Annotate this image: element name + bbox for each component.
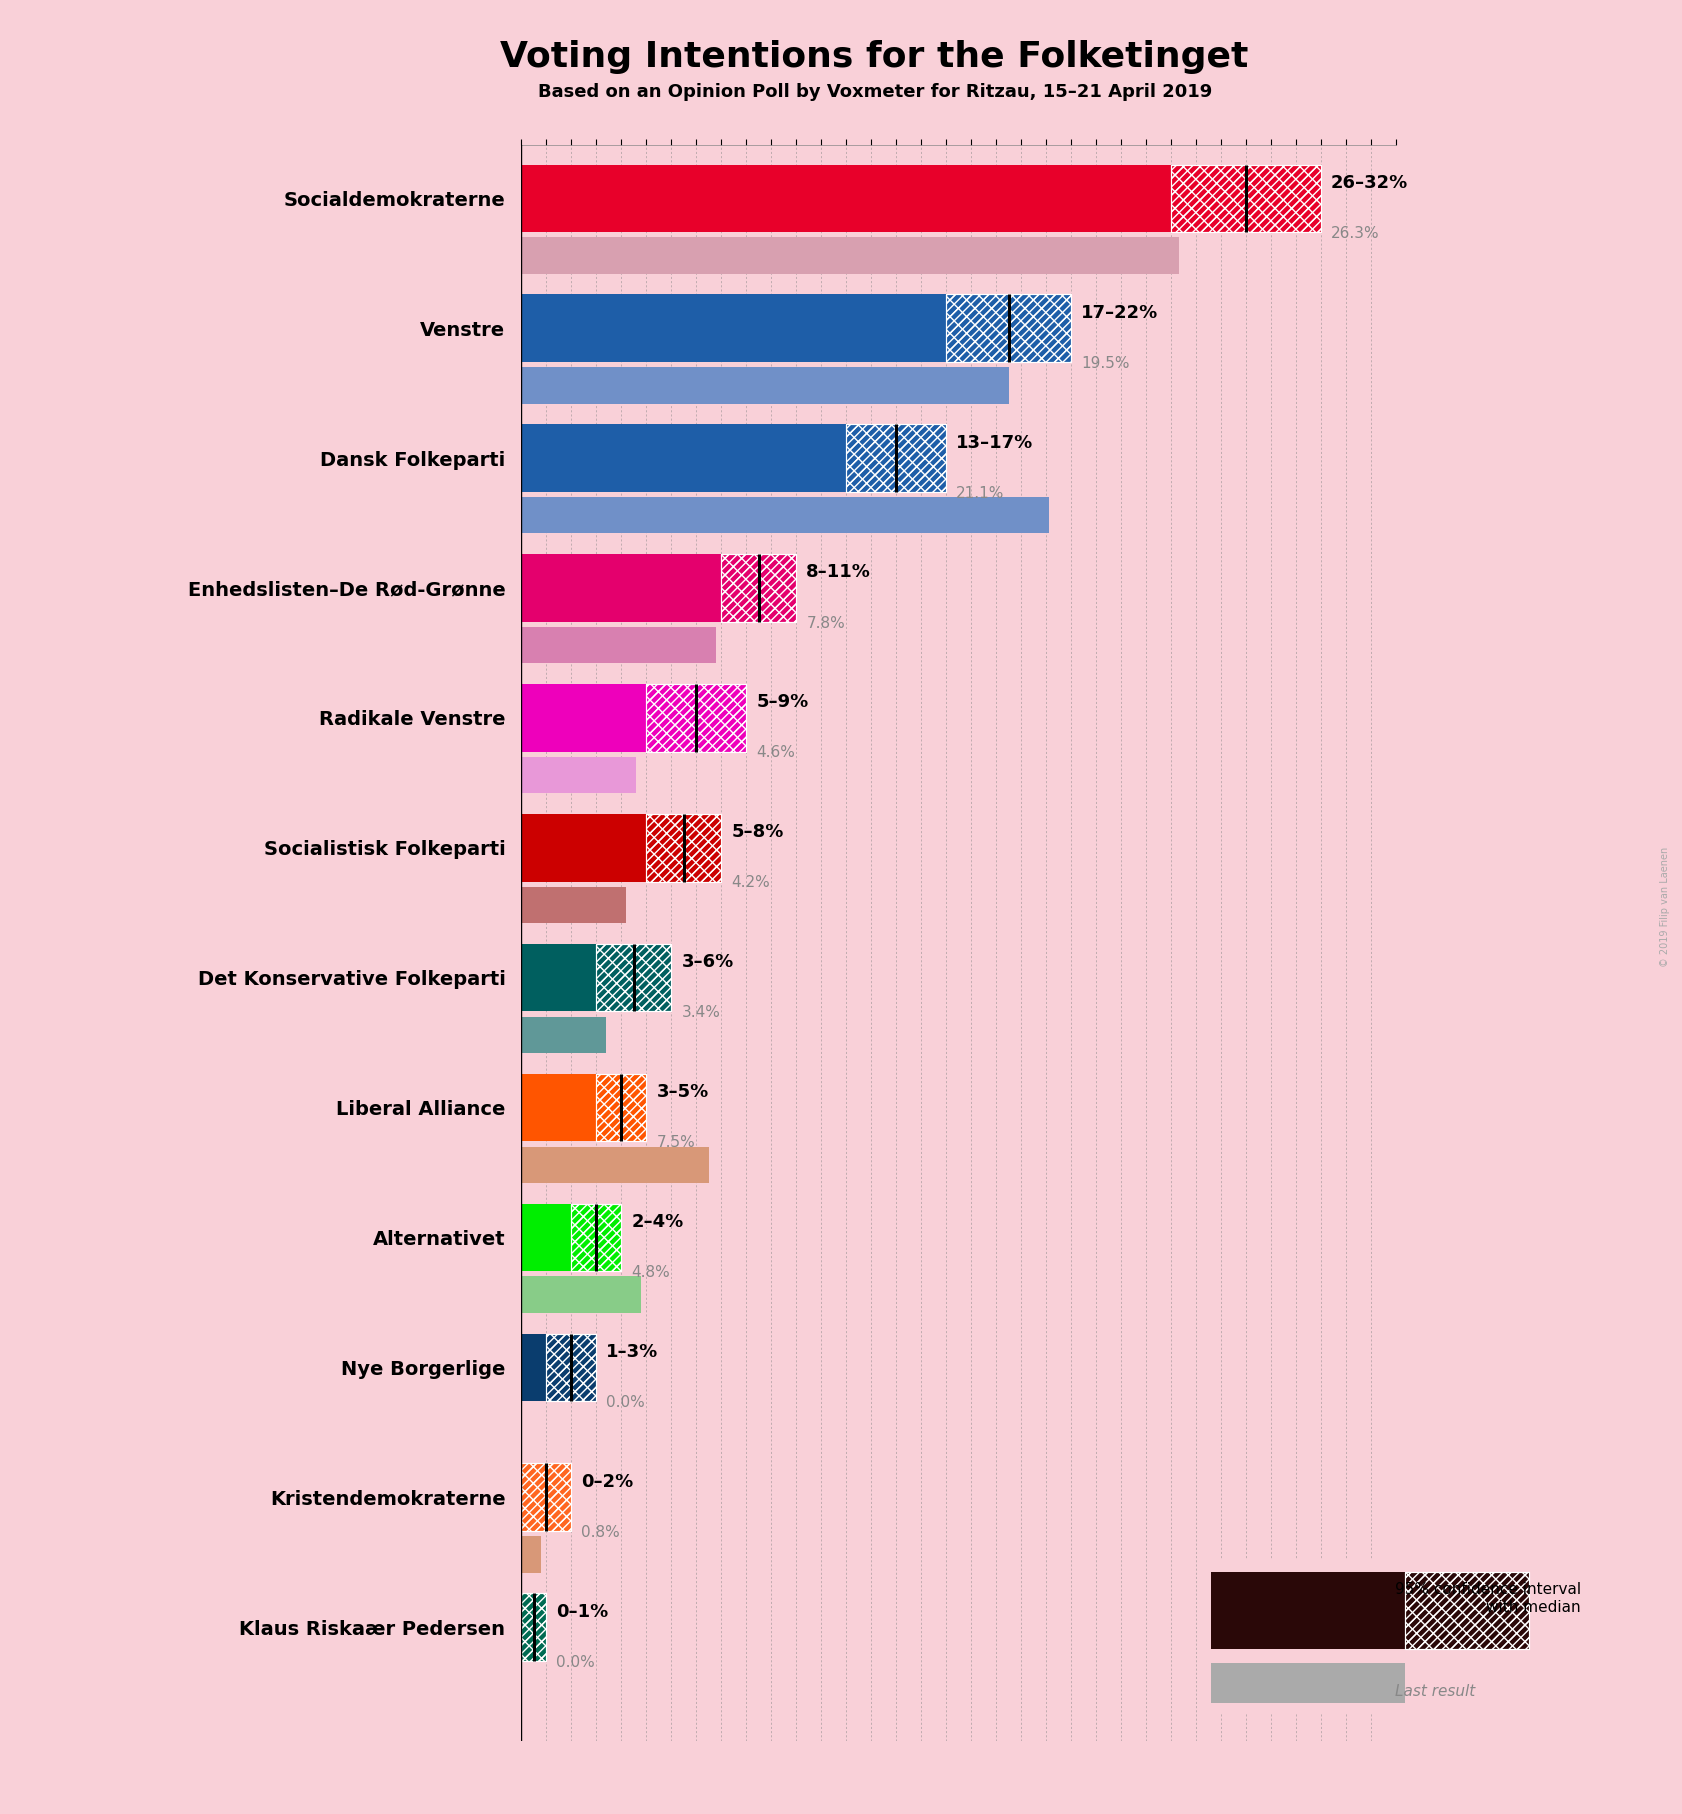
Bar [521,887,626,923]
Bar [646,684,747,751]
Text: 4.8%: 4.8% [631,1264,669,1281]
Text: 1–3%: 1–3% [607,1342,659,1360]
Bar [547,1333,597,1400]
Bar [1171,165,1320,232]
Bar [722,555,796,622]
Text: 3–5%: 3–5% [656,1083,708,1101]
Bar [521,555,722,622]
Bar [521,238,1179,274]
Text: 0.0%: 0.0% [557,1654,595,1669]
Bar [521,684,646,751]
Bar [597,1074,646,1141]
Bar [597,1074,646,1141]
Text: 0–2%: 0–2% [582,1473,634,1491]
Bar [722,555,796,622]
Bar [572,1204,621,1272]
Bar [846,424,947,492]
Bar [521,1536,542,1573]
Bar [521,366,1009,403]
Text: 5–9%: 5–9% [757,693,809,711]
Text: 8–11%: 8–11% [806,564,871,582]
Text: 4.6%: 4.6% [757,746,796,760]
Text: 3–6%: 3–6% [681,952,733,970]
Text: © 2019 Filip van Laenen: © 2019 Filip van Laenen [1660,847,1670,967]
Text: 5–8%: 5–8% [732,824,784,842]
Text: 26.3%: 26.3% [1330,227,1379,241]
Bar [521,294,947,363]
Bar [521,1333,547,1400]
Bar [597,943,671,1012]
Bar [521,1074,597,1141]
Text: 0.8%: 0.8% [582,1526,621,1540]
Bar [521,1593,547,1662]
Bar [521,497,1048,533]
Bar [1211,1663,1404,1703]
Bar [1404,1573,1529,1649]
Bar [1404,1573,1529,1649]
Bar [521,756,636,793]
Bar [521,1464,572,1531]
Bar [521,1146,708,1183]
Bar [521,165,1171,232]
Bar [846,424,947,492]
Text: 3.4%: 3.4% [681,1005,720,1019]
Text: 7.8%: 7.8% [806,615,844,631]
Text: 4.2%: 4.2% [732,876,770,891]
Text: 0.0%: 0.0% [607,1395,646,1409]
Bar [521,1016,607,1054]
Bar [947,294,1071,363]
Text: Based on an Opinion Poll by Voxmeter for Ritzau, 15–21 April 2019: Based on an Opinion Poll by Voxmeter for… [538,83,1211,102]
Text: 13–17%: 13–17% [957,434,1033,452]
Text: 26–32%: 26–32% [1330,174,1408,192]
Text: 2–4%: 2–4% [631,1214,683,1232]
Text: 19.5%: 19.5% [1082,356,1130,370]
Bar [947,294,1071,363]
Bar [521,1204,572,1272]
Bar [521,1464,572,1531]
Bar [646,814,722,882]
Text: 95% confidence interval
with median: 95% confidence interval with median [1394,1582,1581,1614]
Text: 7.5%: 7.5% [656,1136,695,1150]
Bar [521,943,597,1012]
Text: Last result: Last result [1394,1683,1475,1698]
Text: 21.1%: 21.1% [957,486,1004,501]
Bar [597,943,671,1012]
Bar [572,1204,621,1272]
Bar [646,814,722,882]
Bar [521,1593,547,1662]
Bar [521,1277,641,1313]
Text: 0–1%: 0–1% [557,1602,609,1620]
Bar [521,628,717,664]
Bar [646,684,747,751]
Text: 17–22%: 17–22% [1082,303,1159,321]
Bar [547,1333,597,1400]
Bar [521,814,646,882]
Text: Voting Intentions for the Folketinget: Voting Intentions for the Folketinget [501,40,1248,74]
Bar [1211,1573,1404,1649]
Bar [1171,165,1320,232]
Bar [521,424,846,492]
